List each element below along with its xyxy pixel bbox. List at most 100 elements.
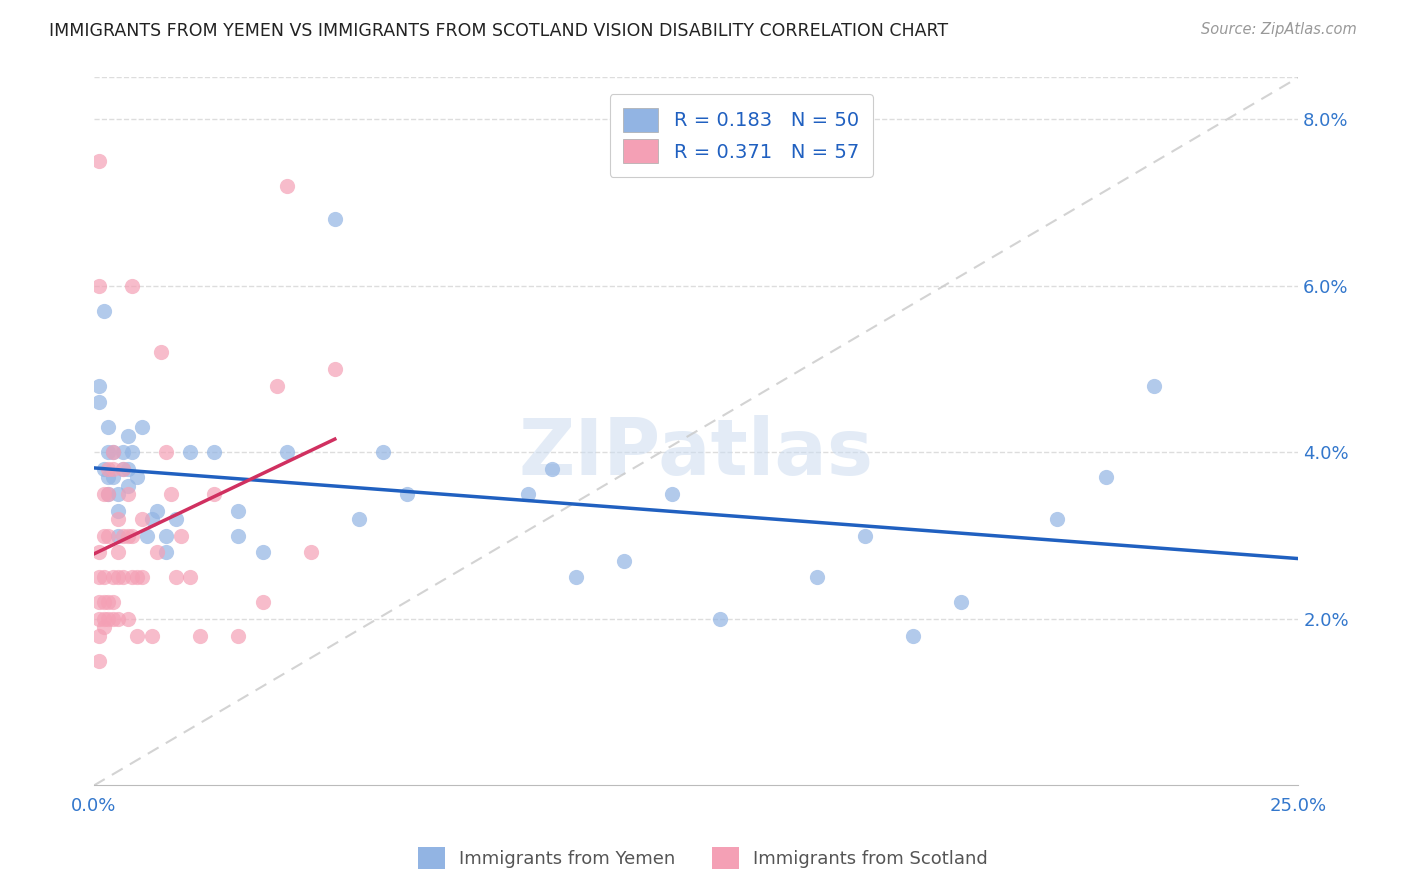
Point	[93, 462, 115, 476]
Point	[117, 478, 139, 492]
Point	[1094, 470, 1116, 484]
Point	[121, 445, 143, 459]
Point	[111, 462, 134, 476]
Point	[276, 178, 298, 193]
Point	[93, 528, 115, 542]
Point	[145, 545, 167, 559]
Point	[111, 528, 134, 542]
Point	[202, 445, 225, 459]
Point	[107, 512, 129, 526]
Point	[121, 528, 143, 542]
Point	[252, 595, 274, 609]
Text: ZIPatlas: ZIPatlas	[519, 415, 873, 491]
Point	[87, 395, 110, 409]
Point	[323, 362, 346, 376]
Point	[87, 153, 110, 168]
Point	[1046, 512, 1069, 526]
Point	[103, 470, 125, 484]
Point	[228, 503, 250, 517]
Point	[107, 503, 129, 517]
Point	[103, 445, 125, 459]
Point	[299, 545, 322, 559]
Point	[564, 570, 586, 584]
Point	[188, 628, 211, 642]
Point	[103, 595, 125, 609]
Point	[93, 612, 115, 626]
Point	[396, 487, 419, 501]
Point	[117, 487, 139, 501]
Point	[107, 487, 129, 501]
Point	[103, 445, 125, 459]
Point	[121, 278, 143, 293]
Point	[228, 528, 250, 542]
Point	[516, 487, 538, 501]
Point	[169, 528, 191, 542]
Point	[97, 487, 120, 501]
Point	[150, 345, 173, 359]
Point	[97, 612, 120, 626]
Point	[87, 570, 110, 584]
Point	[103, 612, 125, 626]
Point	[179, 570, 201, 584]
Point	[93, 570, 115, 584]
Point	[202, 487, 225, 501]
Point	[155, 545, 177, 559]
Point	[135, 528, 157, 542]
Point	[117, 428, 139, 442]
Point	[97, 528, 120, 542]
Point	[87, 612, 110, 626]
Point	[613, 553, 636, 567]
Point	[117, 528, 139, 542]
Point	[107, 545, 129, 559]
Text: Source: ZipAtlas.com: Source: ZipAtlas.com	[1201, 22, 1357, 37]
Point	[111, 462, 134, 476]
Point	[87, 545, 110, 559]
Point	[141, 512, 163, 526]
Point	[950, 595, 973, 609]
Point	[97, 487, 120, 501]
Point	[131, 420, 153, 434]
Point	[179, 445, 201, 459]
Point	[165, 512, 187, 526]
Point	[160, 487, 183, 501]
Point	[155, 528, 177, 542]
Point	[228, 628, 250, 642]
Point	[97, 420, 120, 434]
Point	[371, 445, 394, 459]
Point	[145, 503, 167, 517]
Point	[266, 378, 288, 392]
Point	[111, 445, 134, 459]
Point	[93, 303, 115, 318]
Point	[97, 470, 120, 484]
Legend: Immigrants from Yemen, Immigrants from Scotland: Immigrants from Yemen, Immigrants from S…	[409, 838, 997, 879]
Point	[347, 512, 370, 526]
Point	[853, 528, 876, 542]
Point	[117, 612, 139, 626]
Point	[97, 445, 120, 459]
Point	[87, 653, 110, 667]
Point	[117, 462, 139, 476]
Point	[87, 595, 110, 609]
Point	[540, 462, 562, 476]
Point	[155, 445, 177, 459]
Point	[97, 462, 120, 476]
Point	[93, 487, 115, 501]
Point	[103, 462, 125, 476]
Point	[901, 628, 924, 642]
Point	[111, 570, 134, 584]
Point	[121, 570, 143, 584]
Point	[107, 612, 129, 626]
Point	[709, 612, 731, 626]
Point	[127, 570, 149, 584]
Point	[93, 595, 115, 609]
Point	[127, 470, 149, 484]
Legend: R = 0.183   N = 50, R = 0.371   N = 57: R = 0.183 N = 50, R = 0.371 N = 57	[609, 95, 873, 177]
Point	[87, 378, 110, 392]
Point	[107, 570, 129, 584]
Point	[127, 628, 149, 642]
Point	[1143, 378, 1166, 392]
Point	[93, 620, 115, 634]
Point	[252, 545, 274, 559]
Point	[276, 445, 298, 459]
Point	[87, 628, 110, 642]
